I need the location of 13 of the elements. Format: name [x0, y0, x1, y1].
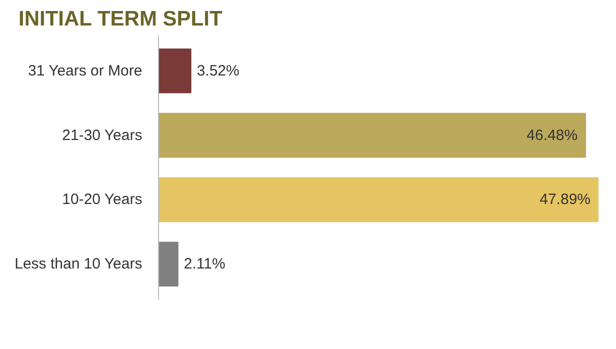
data-label: 46.48% — [526, 126, 578, 144]
bar — [158, 177, 598, 222]
bar — [158, 48, 192, 94]
y-tick-label: 31 Years or More — [28, 62, 142, 80]
y-tick-label: 21-30 Years — [62, 126, 142, 144]
bar — [158, 112, 586, 158]
y-tick-label: 10-20 Years — [62, 191, 142, 208]
y-tick-label: Less than 10 Years — [14, 256, 142, 273]
data-label: 47.89% — [540, 191, 590, 208]
chart-title: INITIAL TERM SPLIT — [18, 8, 222, 30]
data-label: 2.11% — [184, 256, 226, 273]
bar — [158, 242, 178, 286]
data-label: 3.52% — [196, 62, 240, 80]
